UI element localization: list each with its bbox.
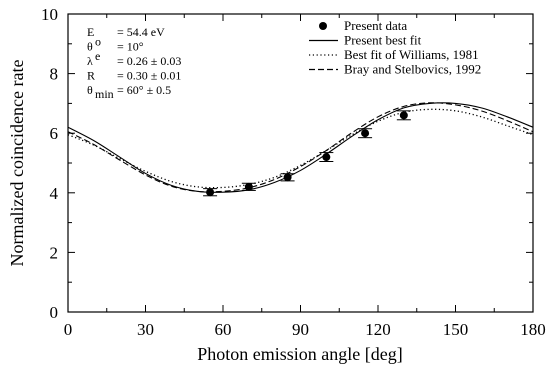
y-axis-title: Normalized coincidence rate	[7, 60, 27, 267]
data-point	[399, 111, 408, 120]
series-line-dashed	[67, 102, 534, 193]
y-tick-label: 10	[41, 5, 58, 24]
data-point	[322, 153, 331, 162]
x-tick-label: 60	[215, 320, 232, 339]
legend-marker	[319, 22, 327, 30]
series-line-solid	[67, 102, 534, 193]
param-value: = 0.30 ± 0.01	[117, 69, 181, 83]
data-point	[244, 182, 253, 191]
data-point	[206, 188, 215, 197]
x-tick-label: 180	[520, 320, 546, 339]
param-name: θ	[87, 40, 93, 54]
series-curves	[67, 102, 534, 193]
x-tick-label: 120	[365, 320, 391, 339]
param-value: = 54.4 eV	[117, 25, 165, 39]
param-name: E	[87, 25, 94, 39]
x-tick-label: 150	[443, 320, 469, 339]
legend-label: Present data	[344, 18, 407, 33]
legend-label: Present best fit	[344, 33, 422, 48]
param-name: θ	[87, 83, 93, 97]
data-points	[203, 110, 411, 197]
y-tick-label: 4	[50, 184, 59, 203]
x-tick-label: 30	[137, 320, 154, 339]
fit-parameters: E = 54.4 eVθ o = 10°λ e = 0.26 ± 0.03R = 0.30 …	[87, 25, 181, 101]
series-line-dotted	[67, 108, 534, 189]
data-point	[361, 129, 370, 138]
legend-label: Best fit of Williams, 1981	[344, 47, 479, 62]
param-value: = 10°	[117, 40, 144, 54]
param-name: λ	[87, 54, 93, 68]
y-tick-label: 8	[50, 65, 59, 84]
param-value: = 60° ± 0.5	[117, 83, 171, 97]
y-tick-label: 6	[50, 124, 59, 143]
param-name: R	[87, 69, 95, 83]
legend-label: Bray and Stelbovics, 1992	[344, 62, 481, 77]
y-tick-label: 2	[50, 243, 59, 262]
y-tick-label: 0	[50, 303, 59, 322]
param-subscript: min	[95, 87, 114, 101]
param-superscript: o	[95, 35, 101, 49]
x-tick-label: 0	[64, 320, 73, 339]
param-superscript: e	[95, 49, 100, 63]
data-point	[283, 173, 292, 182]
axis-tick-labels: 0 30 60 90 120 150 180 0 2 4 6 8 10	[41, 5, 546, 339]
x-tick-label: 90	[292, 320, 309, 339]
x-axis-title: Photon emission angle [deg]	[197, 344, 402, 364]
axis-ticks	[67, 13, 534, 313]
param-value: = 0.26 ± 0.03	[117, 54, 181, 68]
